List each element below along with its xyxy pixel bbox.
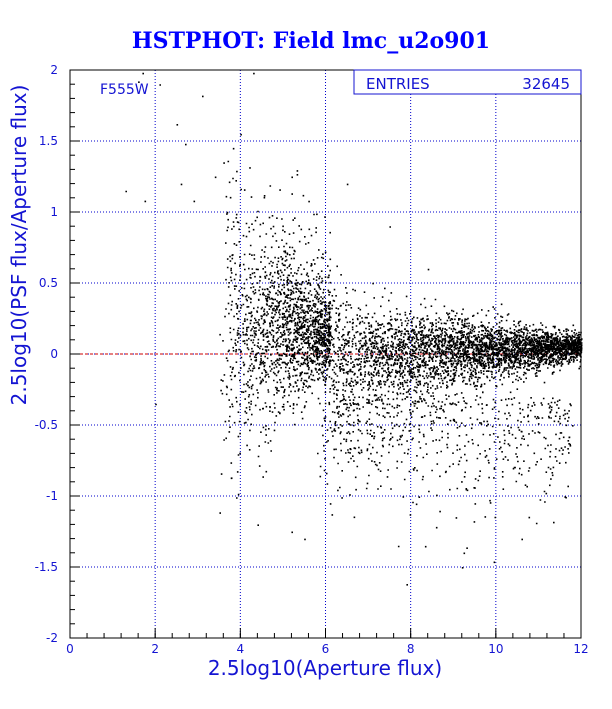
y-tick-label: -1.5 bbox=[35, 560, 58, 574]
stats-entries-value: 32645 bbox=[522, 75, 570, 93]
axis-ticks bbox=[69, 69, 582, 639]
y-tick-label: 1.5 bbox=[39, 134, 58, 148]
filter-label: F555W bbox=[100, 82, 149, 98]
stats-box: ENTRIES 32645 bbox=[353, 69, 582, 95]
scatter-points bbox=[125, 72, 583, 586]
y-tick-labels: -2 -1.5 -1 -0.5 0 0.5 1 1.5 2 bbox=[35, 63, 58, 645]
y-tick-label: -0.5 bbox=[35, 418, 58, 432]
y-tick-label: -1 bbox=[46, 489, 58, 503]
x-axis-label: 2.5log10(Aperture flux) bbox=[208, 656, 442, 680]
data-points bbox=[125, 72, 583, 586]
x-tick-label: 12 bbox=[573, 642, 588, 656]
x-tick-label: 0 bbox=[66, 642, 74, 656]
y-tick-label: 1 bbox=[50, 205, 58, 219]
stats-box-frame bbox=[353, 69, 582, 95]
y-tick-label: 0.5 bbox=[39, 276, 58, 290]
x-tick-labels: 0 2 4 6 8 10 12 bbox=[66, 642, 588, 656]
x-tick-label: 2 bbox=[151, 642, 159, 656]
chart-title: HSTPHOT: Field lmc_u2o901 bbox=[132, 28, 490, 54]
stats-entries-label: ENTRIES bbox=[366, 75, 430, 93]
x-tick-label: 10 bbox=[488, 642, 503, 656]
y-tick-label: 2 bbox=[50, 63, 58, 77]
x-tick-label: 4 bbox=[237, 642, 245, 656]
y-tick-label: -2 bbox=[46, 631, 58, 645]
x-tick-label: 8 bbox=[407, 642, 415, 656]
y-tick-label: 0 bbox=[50, 347, 58, 361]
y-axis-label: 2.5log10(PSF flux/Aperture flux) bbox=[7, 85, 31, 406]
x-tick-label: 6 bbox=[322, 642, 330, 656]
